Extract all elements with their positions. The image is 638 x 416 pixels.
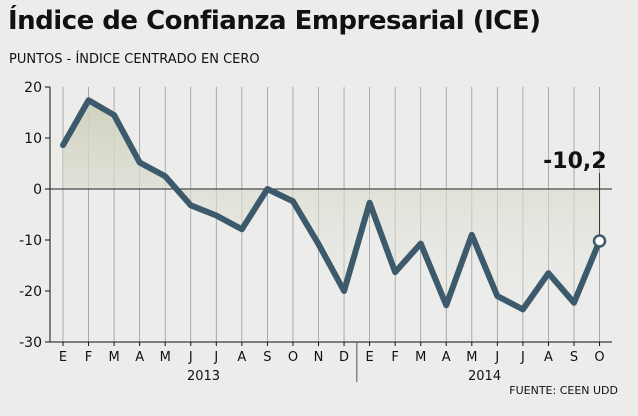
y-tick-label: -10: [19, 233, 42, 249]
x-tick-label: J: [520, 350, 525, 365]
callout-label: -10,2: [543, 149, 606, 174]
y-tick-label: -20: [19, 284, 42, 300]
x-tick-label: J: [188, 350, 193, 365]
x-tick-label: F: [85, 350, 92, 365]
last-value-marker: [592, 234, 607, 248]
x-tick-label: A: [135, 350, 144, 365]
chart-title: Índice de Confianza Empresarial (ICE): [8, 6, 541, 36]
x-tick-label: E: [365, 350, 373, 365]
x-tick-label: M: [160, 350, 171, 365]
x-tick-label: A: [237, 350, 246, 365]
x-tick-label: D: [339, 350, 349, 365]
y-tick-label: 10: [24, 131, 42, 147]
x-tick-label: E: [59, 350, 67, 365]
area-fill-shape: [63, 100, 600, 310]
callout: -10,2: [543, 149, 607, 248]
x-tick-label: F: [391, 350, 398, 365]
x-tick-label: A: [442, 350, 451, 365]
source-note: FUENTE: CEEN UDD: [509, 384, 618, 397]
area-fill: [63, 100, 600, 310]
x-tick-label: N: [314, 350, 324, 365]
y-tick-label: 0: [33, 182, 42, 198]
axes: [45, 86, 612, 382]
x-tick-label: S: [570, 350, 578, 365]
x-tick-label: M: [466, 350, 477, 365]
year-label: 2014: [468, 369, 501, 384]
ice-series-line: [60, 97, 603, 313]
x-tick-label: A: [544, 350, 553, 365]
chart-subtitle: PUNTOS - ÍNDICE CENTRADO EN CERO: [9, 52, 260, 67]
x-tick-label: O: [288, 350, 298, 365]
x-tick-label: M: [108, 350, 119, 365]
y-tick-label: 20: [24, 80, 42, 96]
x-tick-label: J: [213, 350, 218, 365]
x-tick-label: M: [415, 350, 426, 365]
x-tick-label: O: [594, 350, 604, 365]
x-tick-label: J: [494, 350, 499, 365]
y-tick-label: -30: [19, 335, 42, 351]
x-tick-label: S: [263, 350, 271, 365]
year-label: 2013: [187, 369, 220, 384]
